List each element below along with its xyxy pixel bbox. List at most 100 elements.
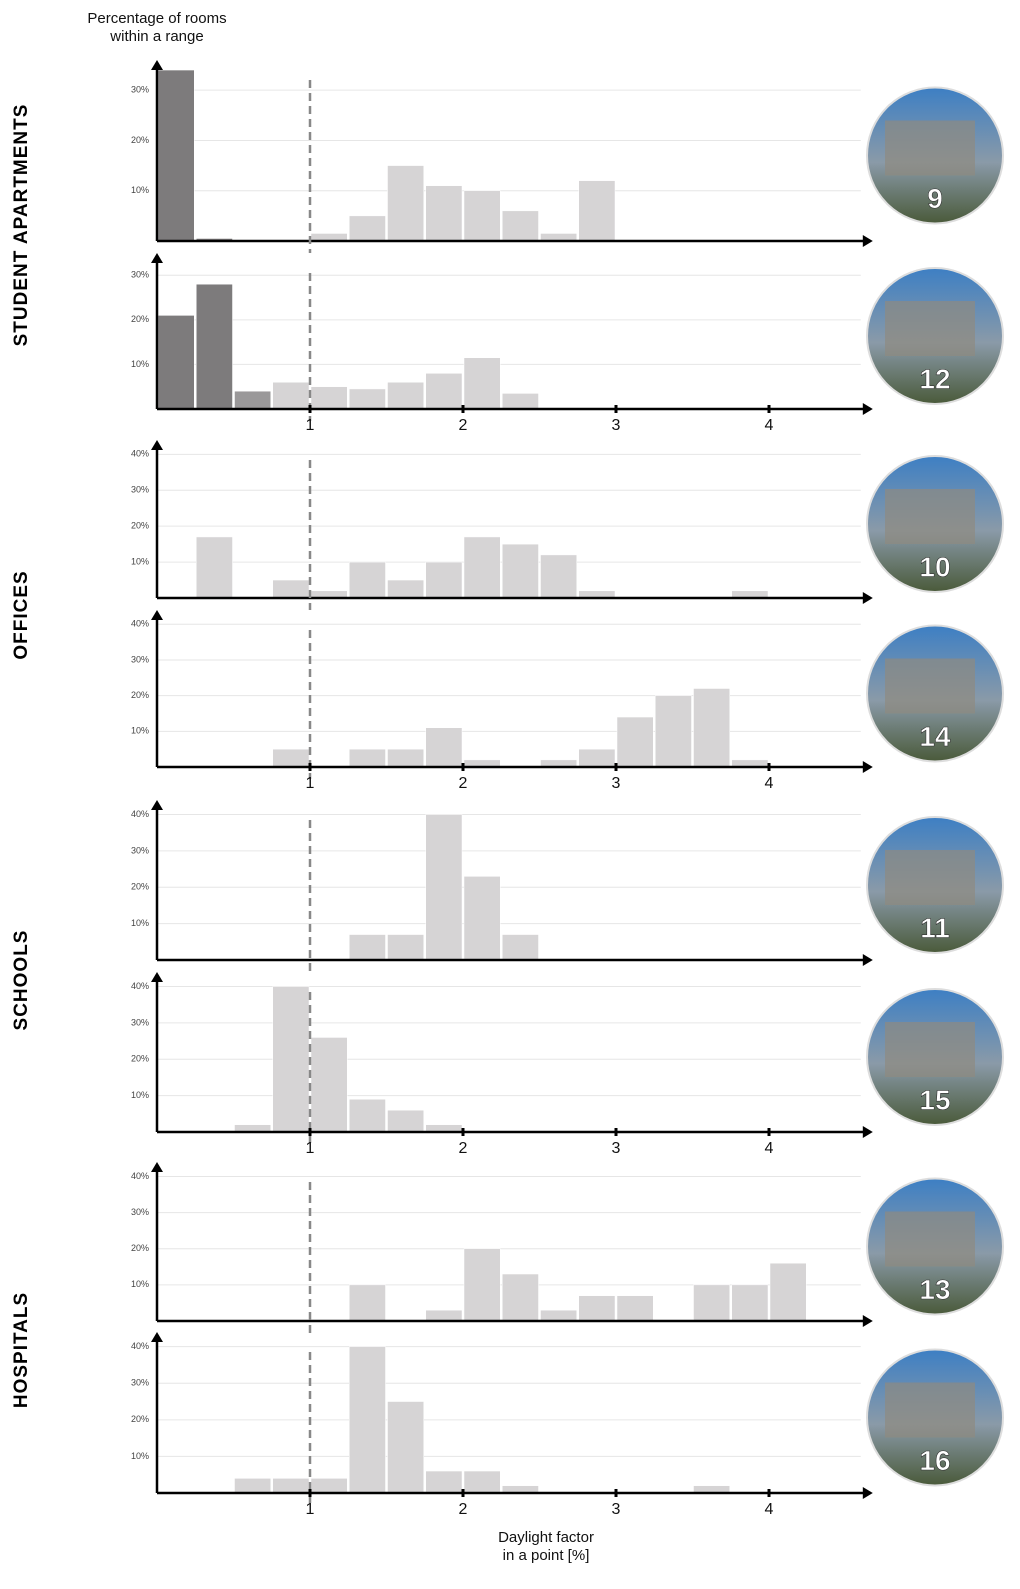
y-tick-label: 40% [131, 981, 149, 991]
y-axis-title: Percentage of rooms [87, 10, 226, 27]
bar [463, 190, 501, 242]
y-tick-label: 10% [131, 556, 149, 566]
y-tick-label: 10% [131, 1090, 149, 1100]
bar [157, 69, 195, 242]
group-label: STUDENT APARTMENTS [11, 104, 32, 347]
x-tick-label: 3 [612, 417, 621, 434]
bar [349, 1284, 386, 1322]
building [885, 1211, 975, 1267]
bar [616, 716, 654, 768]
y-tick-label: 30% [131, 1017, 149, 1027]
bar [693, 1284, 730, 1322]
y-tick-label: 30% [131, 1207, 149, 1217]
y-tick-label: 10% [131, 359, 149, 369]
y-axis-arrow [151, 253, 163, 263]
y-tick-label: 20% [131, 690, 149, 700]
bar [387, 934, 424, 961]
bar [310, 386, 348, 410]
building-number: 12 [919, 363, 950, 394]
y-axis-arrow [151, 800, 163, 810]
x-tick-label: 1 [306, 775, 315, 792]
x-axis-arrow [862, 1315, 873, 1327]
building-number: 14 [919, 721, 951, 752]
y-tick-label: 20% [131, 521, 149, 531]
bar [387, 165, 424, 242]
y-tick-label: 10% [131, 726, 149, 736]
bar [540, 554, 577, 599]
y-tick-label: 30% [131, 654, 149, 664]
y-tick-label: 40% [131, 619, 149, 629]
bar [349, 388, 386, 410]
y-tick-label: 40% [131, 449, 149, 459]
y-tick-label: 30% [131, 85, 149, 95]
y-tick-label: 40% [131, 1171, 149, 1181]
y-tick-label: 30% [131, 270, 149, 280]
x-tick-label: 3 [612, 1501, 621, 1518]
bar [502, 1273, 539, 1322]
building [885, 1022, 975, 1077]
bar [463, 876, 501, 961]
y-axis-arrow [151, 1162, 163, 1172]
bar [425, 814, 463, 961]
bar [272, 1478, 310, 1494]
group-label: HOSPITALS [11, 1292, 32, 1408]
bar [310, 1037, 348, 1133]
bar [578, 748, 616, 768]
building [885, 850, 975, 905]
bar [616, 1295, 654, 1322]
bar [463, 357, 501, 410]
bar [425, 1309, 463, 1322]
y-tick-label: 10% [131, 185, 149, 195]
x-axis-arrow [862, 235, 873, 247]
bar [425, 1470, 463, 1494]
bar [425, 727, 463, 768]
group-label: SCHOOLS [11, 930, 32, 1031]
bar [349, 934, 386, 961]
building-number: 15 [919, 1084, 950, 1115]
y-tick-label: 30% [131, 845, 149, 855]
bar [234, 390, 271, 410]
bar [502, 543, 539, 599]
x-tick-label: 2 [459, 1140, 468, 1157]
bar [731, 1284, 769, 1322]
bar [349, 1099, 386, 1133]
bar [234, 1478, 271, 1494]
bar [463, 536, 501, 599]
y-tick-label: 40% [131, 1341, 149, 1351]
bar [693, 688, 730, 768]
bar [425, 561, 463, 599]
bar [655, 695, 692, 768]
x-axis-arrow [862, 592, 873, 604]
x-axis-title: in a point [%] [503, 1547, 590, 1564]
x-tick-label: 1 [306, 417, 315, 434]
bar [349, 561, 386, 599]
y-tick-label: 20% [131, 882, 149, 892]
bar [349, 748, 386, 768]
y-tick-label: 30% [131, 485, 149, 495]
bar [387, 1109, 424, 1133]
group-label: OFFICES [11, 570, 32, 659]
bar [387, 748, 424, 768]
x-tick-label: 4 [765, 417, 774, 434]
y-tick-label: 10% [131, 1451, 149, 1461]
building-number: 10 [919, 551, 950, 582]
bar [502, 393, 539, 410]
bar [349, 1346, 386, 1494]
y-axis-arrow [151, 440, 163, 450]
y-axis-title: within a range [109, 28, 203, 45]
building-number: 13 [919, 1274, 950, 1305]
building [885, 120, 975, 176]
building-number: 11 [920, 912, 950, 943]
bar [387, 1401, 424, 1494]
y-tick-label: 20% [131, 1414, 149, 1424]
bar [463, 1248, 501, 1322]
bar [387, 579, 424, 599]
x-tick-label: 1 [306, 1140, 315, 1157]
building-number: 9 [927, 183, 943, 214]
bar [272, 382, 310, 410]
y-tick-label: 20% [131, 1243, 149, 1253]
x-tick-label: 3 [612, 1140, 621, 1157]
bar [502, 934, 539, 961]
x-tick-label: 2 [459, 417, 468, 434]
